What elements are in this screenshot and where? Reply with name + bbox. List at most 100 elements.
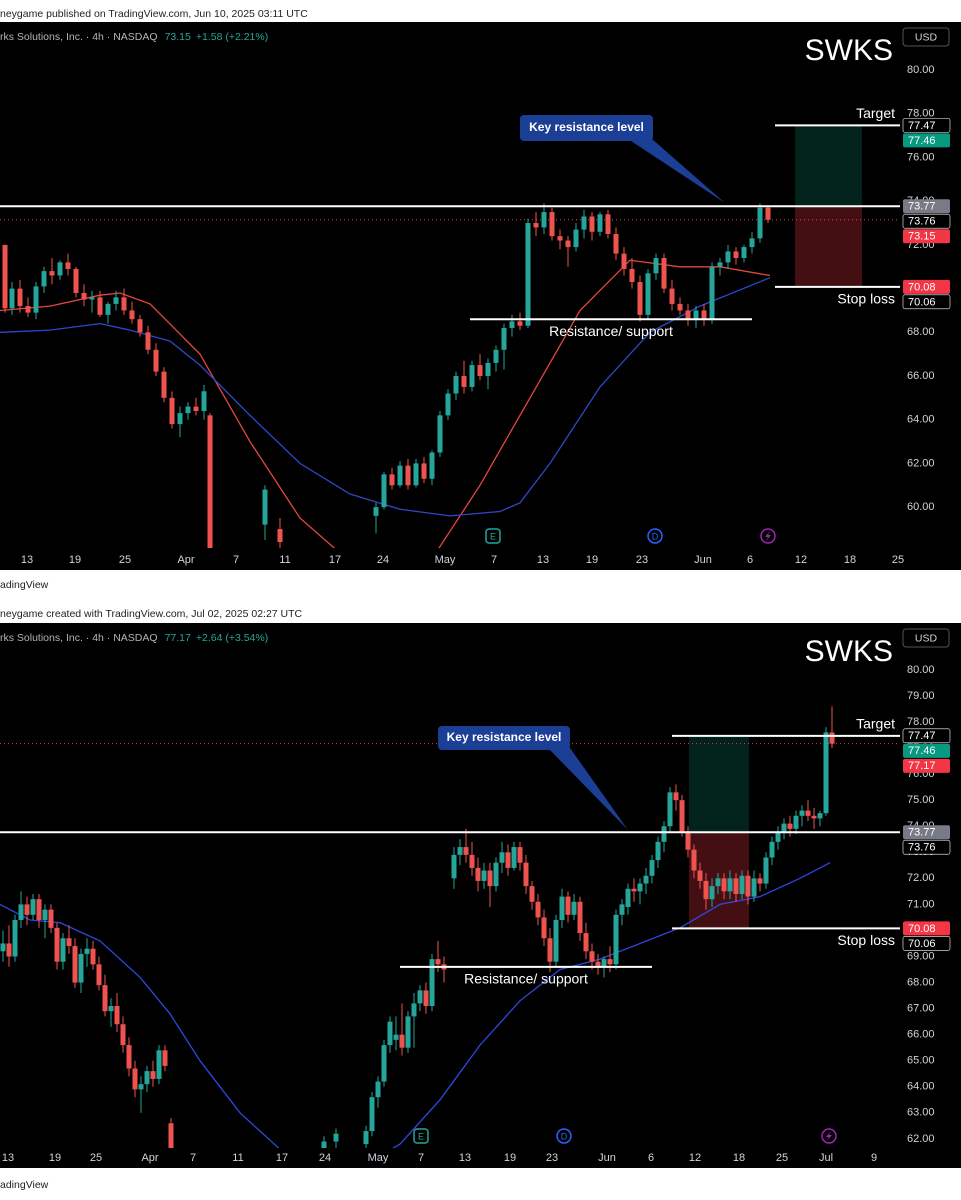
candle-body [363,1131,369,1145]
candle-body [162,1050,168,1066]
candle-body [437,415,443,453]
candle-body [126,1045,132,1069]
candle-body [597,214,603,232]
x-tick-label: Apr [177,554,194,566]
x-tick-label: 7 [190,1152,196,1164]
candle-body [549,212,555,237]
candle-body [679,800,685,832]
candle-body [565,896,571,915]
price-label-box [902,294,951,310]
candle-body [533,223,539,228]
candle-body [24,904,30,915]
candle-body [589,951,595,962]
last-price: 73.15 [165,31,191,43]
footer-brand: adingView [0,579,49,591]
price-label-box [902,936,951,951]
candle-body [709,266,715,320]
y-tick-label: 65.00 [907,1055,935,1067]
price-label-box [903,743,950,758]
candle-body [129,310,135,320]
candle-body [114,1006,120,1025]
candle-body [493,862,499,887]
candle-body [387,1021,393,1046]
y-tick-label: 75.00 [907,794,935,806]
candle-body [741,247,747,259]
candle-body [2,244,8,309]
candle-body [132,1068,138,1090]
x-tick-label: 19 [504,1152,516,1164]
candle-body [661,258,667,289]
candle-body [517,321,523,326]
currency: USD [915,632,938,644]
candle-body [72,946,78,983]
candle-body [36,899,42,921]
candle-body [201,391,207,411]
y-tick-label: 62.00 [907,1133,935,1145]
x-tick-label: May [435,554,456,566]
candle-body [573,229,579,248]
chart: neygame published on TradingView.com, Ju… [0,8,961,591]
candle-body [637,883,643,892]
price-label-text: 73.77 [908,827,936,839]
x-tick-label: 13 [459,1152,471,1164]
x-tick-label: Jun [598,1152,616,1164]
candle-body [57,262,63,276]
candle-body [541,917,547,939]
candle-body [9,288,15,309]
candle-body [645,273,651,315]
symbol-info: rks Solutions, Inc. · 4h · NASDAQ [0,31,158,43]
price-label-box [902,213,951,229]
candle-body [168,1123,174,1148]
candle-body [677,303,683,311]
candle-body [475,867,481,881]
symbol-info: rks Solutions, Inc. · 4h · NASDAQ [0,632,158,644]
candle-body [150,1071,156,1079]
candle-body [42,909,48,921]
candle-body [613,233,619,254]
candle-body [523,862,529,887]
candle-body [108,1006,114,1012]
candle-body [703,880,709,900]
y-tick-label: 72.00 [907,872,935,884]
price-label-box [903,199,950,214]
x-tick-label: Apr [141,1152,158,1164]
candle-body [589,216,595,232]
candle-body [525,223,531,326]
candle-body [121,297,127,311]
candle-body [509,321,515,328]
x-tick-label: 9 [871,1152,877,1164]
candle-body [373,507,379,516]
candle-body [411,1003,417,1017]
candle-body [559,896,565,921]
candle-body [817,813,823,819]
candle-body [673,792,679,801]
y-tick-label: 64.00 [907,1081,935,1093]
x-tick-label: 19 [49,1152,61,1164]
candle-body [66,938,72,947]
x-tick-label: 24 [377,554,389,566]
level-label: Resistance/ support [464,971,588,987]
y-tick-label: 71.00 [907,898,935,910]
candle-body [625,888,631,907]
level-label: Target [856,716,895,732]
candle-body [649,860,655,876]
x-tick-label: 12 [795,554,807,566]
event-icon [760,528,776,544]
x-tick-label: 7 [233,554,239,566]
candle-body [505,852,511,868]
candle-body [481,870,487,881]
candle-body [655,841,661,861]
candle-body [445,393,451,416]
candle-body [405,1016,411,1048]
candle-body [757,207,763,239]
candle-body [511,847,517,868]
candle-body [733,878,739,894]
candle-body [262,489,268,525]
level-label: Resistance/ support [549,323,673,339]
price-label-text: 77.46 [908,135,936,147]
price-label-box [902,839,951,855]
candle-body [793,815,799,829]
candle-body [375,1081,381,1098]
x-tick-label: May [368,1152,389,1164]
plot [0,706,900,1148]
